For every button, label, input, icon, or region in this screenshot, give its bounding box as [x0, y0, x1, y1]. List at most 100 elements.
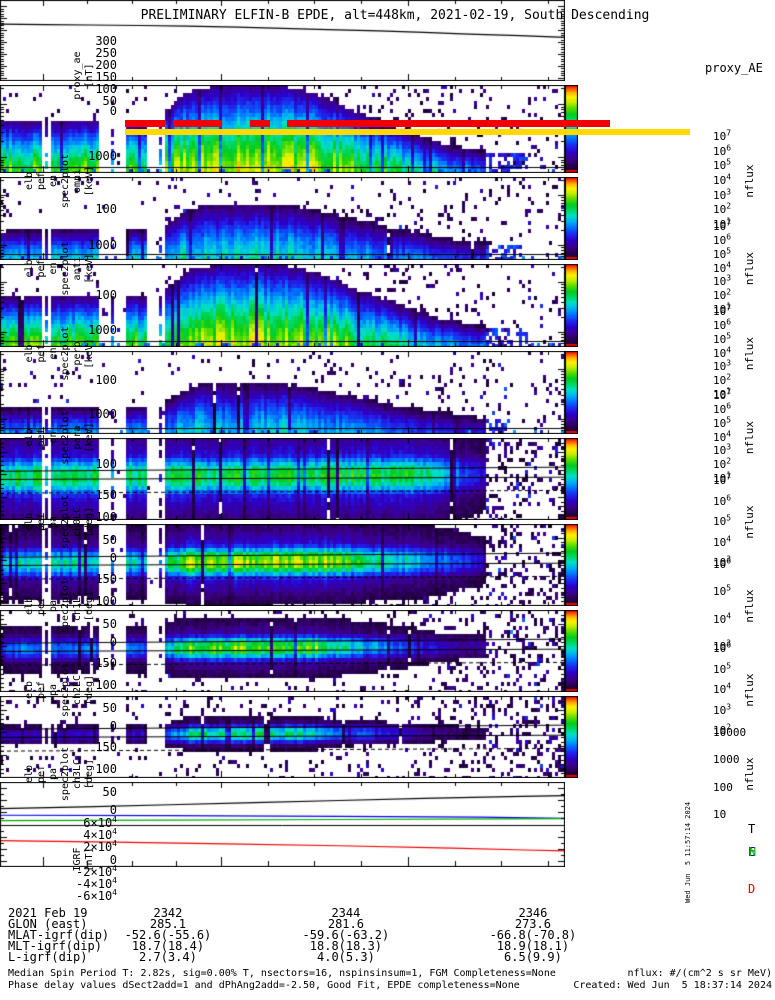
- colorbar-tick-en_perp: 101: [713, 386, 732, 401]
- bottom-axis-value: 2342: [153, 906, 183, 920]
- colorbar-tick-pa_ch2LC: 106: [713, 640, 732, 655]
- colorbar-pa_ch0LC: [565, 438, 578, 520]
- colorbar-tick-pa_ch3LC: 1000: [713, 753, 740, 767]
- nflux-label-pa_ch0LC: nflux: [743, 505, 756, 539]
- colorbar-pa_ch2LC: [565, 610, 578, 692]
- colorbar-tick-pa_ch0LC: 106: [713, 492, 732, 508]
- nflux-label-en_omni: nflux: [743, 164, 756, 198]
- colorbar-tick-pa_ch3LC: 100: [713, 780, 733, 794]
- red-availability-bar-segment: [249, 120, 271, 127]
- colorbar-tick-pa_ch2LC: 105: [713, 660, 732, 676]
- nflux-label-pa_ch2LC: nflux: [743, 673, 756, 707]
- colorbar-tick-en_perp: 107: [713, 303, 732, 318]
- bottom-axis-value: 285.1: [149, 917, 186, 931]
- ytick-label-proxy_ae: 50: [102, 93, 117, 108]
- ytick-label-pa_ch3LC: 0: [109, 803, 117, 817]
- colorbar-tick-en_anti: 103: [713, 273, 732, 289]
- colorbar-tick-pa_ch0LC: 107: [713, 472, 732, 487]
- ytick-label-pa_ch2LC: 0: [109, 719, 117, 733]
- ytick-label-pa_ch0LC: 100: [95, 510, 117, 525]
- footer-line-1: Median Spin Period T: 2.82s, sig=0.00% T…: [8, 968, 556, 979]
- panel-canvas-proxy_ae: [0, 0, 565, 81]
- ytick-label-igrf: 0: [109, 852, 117, 867]
- bottom-axis-row-label: 2021 Feb 19: [8, 906, 88, 920]
- ytick-label-pa_ch1LC: 150: [95, 571, 117, 586]
- ytick-label-pa_ch2LC: 150: [95, 655, 117, 670]
- colorbar-tick-pa_ch1LC: 105: [713, 583, 732, 599]
- nflux-label-en_anti: nflux: [743, 251, 756, 286]
- nflux-label-en_para: nflux: [743, 420, 756, 455]
- nflux-label-container-en_perp: nflux: [743, 312, 756, 395]
- colorbar-tick-pa_ch3LC: 10000: [713, 726, 747, 739]
- bottom-axis-value: 4.0(5.3): [317, 950, 375, 964]
- colorbar-tick-en_omni: 104: [713, 172, 732, 187]
- right-label-proxy_ae: proxy_AE: [705, 61, 763, 75]
- red-availability-bar-segment: [173, 120, 223, 127]
- red-availability-bar-segment: [125, 120, 165, 127]
- nflux-label-container-pa_ch3LC: nflux: [743, 733, 756, 815]
- ytick-label-proxy_ae: 300: [95, 34, 117, 49]
- colorbar-tick-en_para: 104: [713, 428, 732, 444]
- ytick-label-proxy_ae: 150: [95, 70, 117, 85]
- colorbar-tick-en_para: 102: [713, 456, 732, 472]
- panel-canvas-pa_ch1LC: [0, 524, 565, 606]
- colorbar-tick-pa_ch0LC: 105: [713, 513, 732, 528]
- right-series-label-E: E: [748, 845, 756, 859]
- colorbar-en_anti: [565, 177, 578, 260]
- ytick-label-pa_ch3LC: 150: [95, 739, 117, 754]
- panel-canvas-en_perp: [0, 264, 565, 347]
- ytick-label-proxy_ae: 250: [95, 46, 117, 61]
- right-series-label-N: N: [749, 845, 757, 859]
- panel-canvas-pa_ch3LC: [0, 696, 565, 778]
- panel-canvas-pa_ch2LC: [0, 610, 565, 692]
- ytick-label-proxy_ae: 200: [95, 58, 117, 73]
- ytick-label-en_para: 1000: [88, 407, 117, 421]
- nflux-label-container-en_anti: nflux: [743, 227, 756, 310]
- colorbar-tick-pa_ch3LC: 10: [713, 808, 727, 821]
- colorbar-tick-en_para: 101: [713, 470, 732, 485]
- colorbar-tick-en_para: 106: [713, 401, 732, 416]
- right-series-label-T: T: [748, 822, 756, 836]
- colorbar-tick-en_anti: 107: [713, 218, 732, 233]
- panel-canvas-en_anti: [0, 177, 565, 260]
- ytick-label-igrf: 4×104: [83, 827, 117, 843]
- bottom-axis-row-label: L-igrf(dip): [8, 950, 88, 964]
- colorbar-en_para: [565, 351, 578, 434]
- colorbar-tick-en_perp: 104: [713, 344, 732, 360]
- ytick-label-pa_ch2LC: 100: [95, 678, 117, 693]
- colorbar-tick-en_anti: 106: [713, 232, 732, 247]
- bottom-axis-value: 2346: [518, 906, 548, 920]
- colorbar-tick-pa_ch1LC: 103: [713, 638, 732, 653]
- side-timestamp-container: Wed Jun 5 11:57:14 2024: [684, 802, 694, 903]
- colorbar-tick-pa_ch2LC: 102: [713, 722, 732, 737]
- bottom-axis-value: 273.6: [514, 917, 551, 931]
- red-availability-bar-segment: [287, 120, 610, 127]
- nflux-label-pa_ch3LC: nflux: [743, 757, 756, 791]
- colorbar-en_perp: [565, 264, 578, 347]
- colorbar-tick-en_perp: 103: [713, 358, 732, 374]
- ytick-label-proxy_ae: 0: [109, 104, 117, 118]
- colorbar-tick-en_perp: 106: [713, 317, 732, 332]
- bottom-axis-row-label: MLT-igrf(dip): [8, 939, 102, 953]
- colorbar-tick-en_perp: 105: [713, 331, 732, 346]
- nflux-label-container-pa_ch1LC: nflux: [743, 565, 756, 647]
- colorbar-tick-en_para: 105: [713, 415, 732, 430]
- panel-stack: [0, 0, 578, 867]
- ytick-label-pa_ch2LC: 50: [102, 701, 117, 716]
- bottom-axis-value: -59.6(-63.2): [302, 928, 390, 942]
- colorbar-tick-en_omni: 101: [713, 216, 732, 231]
- bottom-axis-row-label: GLON (east): [8, 917, 88, 931]
- bottom-axis-value: -52.6(-55.6): [124, 928, 212, 942]
- colorbar-tick-en_omni: 102: [713, 201, 732, 217]
- footer-nflux-units: nflux: #/(cm^2 s sr MeV): [627, 968, 773, 979]
- colorbar-tick-pa_ch2LC: 103: [713, 701, 732, 717]
- colorbar-tick-en_anti: 102: [713, 287, 732, 303]
- panel-canvas-en_para: [0, 351, 565, 434]
- ytick-label-en_anti: 100: [95, 288, 117, 302]
- colorbar-tick-en_omni: 105: [713, 157, 732, 173]
- colorbar-tick-pa_ch2LC: 104: [713, 681, 732, 696]
- ytick-label-en_para: 100: [95, 457, 117, 471]
- right-series-label-D: D: [748, 882, 756, 896]
- colorbar-tick-en_perp: 102: [713, 372, 732, 388]
